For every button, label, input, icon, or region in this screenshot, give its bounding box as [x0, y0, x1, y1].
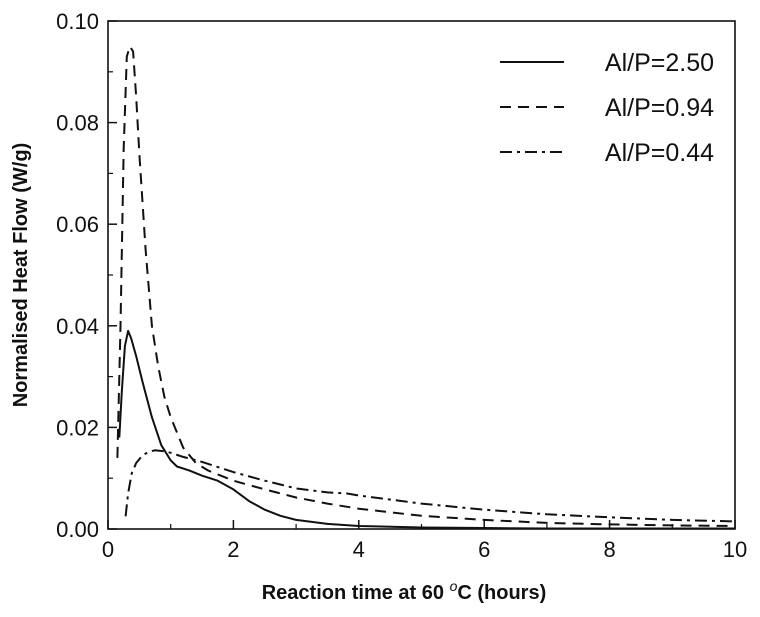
y-axis-ticks: 0.00 0.02 0.04 0.06 0.08 0.10 [56, 9, 117, 542]
x-tick-label: 10 [723, 537, 747, 562]
y-tick-label: 0.04 [56, 314, 99, 339]
x-axis-title-suffix: C (hours) [457, 582, 546, 604]
x-axis-title-degree: o [450, 578, 458, 594]
series-line-1 [118, 329, 735, 530]
legend-label: Al/P=0.94 [605, 94, 714, 122]
y-axis-title: Normalised Heat Flow (W/g) [10, 143, 32, 407]
series-layer [116, 45, 736, 530]
x-tick-label: 4 [353, 537, 365, 562]
series-line-2 [116, 45, 736, 527]
y-tick-label: 0.00 [56, 517, 99, 542]
legend-label: Al/P=2.50 [605, 49, 714, 77]
x-axis-title-prefix: Reaction time at 60 [262, 582, 450, 604]
x-tick-label: 8 [603, 537, 615, 562]
y-tick-label: 0.02 [56, 415, 99, 440]
x-tick-label: 2 [227, 537, 239, 562]
x-axis-title: Reaction time at 60 oC (hours) [262, 578, 547, 604]
x-tick-label: 6 [478, 537, 490, 562]
legend: Al/P=2.50 Al/P=0.94 Al/P=0.44 [500, 49, 714, 167]
series-line-3 [124, 449, 736, 523]
y-tick-label: 0.10 [56, 9, 99, 34]
x-tick-label: 0 [102, 537, 114, 562]
x-axis-ticks: 0 2 4 6 8 10 [102, 520, 747, 562]
y-tick-label: 0.06 [56, 212, 99, 237]
legend-label: Al/P=0.44 [605, 139, 714, 167]
y-tick-label: 0.08 [56, 111, 99, 136]
